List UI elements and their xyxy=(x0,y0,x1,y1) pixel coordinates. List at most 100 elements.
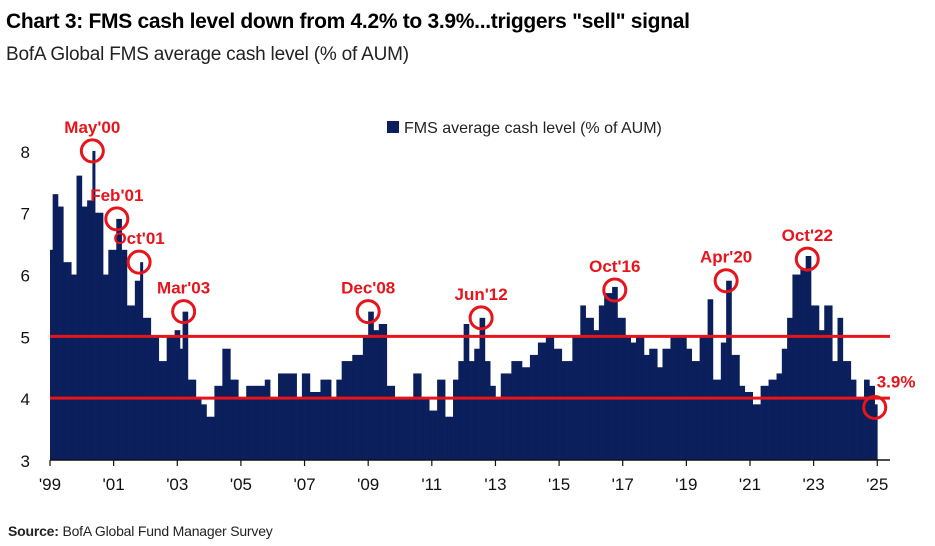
data-bar xyxy=(323,379,327,460)
data-bar xyxy=(333,398,337,460)
data-bar xyxy=(755,404,759,460)
data-bar xyxy=(707,299,711,460)
data-bar xyxy=(402,398,406,460)
y-tick-label: 5 xyxy=(21,328,30,347)
x-tick-label: '07 xyxy=(293,475,315,494)
data-bar xyxy=(463,324,467,460)
data-bar xyxy=(437,379,441,460)
data-bar xyxy=(476,348,480,460)
x-tick-label: '01 xyxy=(103,475,125,494)
data-bar xyxy=(474,348,478,460)
data-bar xyxy=(148,317,152,460)
data-bar xyxy=(588,317,592,460)
annotation-circle-oct22 xyxy=(794,246,820,272)
data-bar xyxy=(726,280,730,460)
data-bar xyxy=(604,293,608,460)
data-bar xyxy=(219,385,223,460)
data-bar xyxy=(657,367,661,460)
page-title: Chart 3: FMS cash level down from 4.2% t… xyxy=(6,10,690,33)
data-bar xyxy=(307,373,311,460)
data-bar xyxy=(413,373,417,460)
x-tick-label: '19 xyxy=(675,475,697,494)
annotation-circle-jun12 xyxy=(468,305,494,331)
data-bar xyxy=(800,268,804,460)
data-bar xyxy=(516,361,520,460)
data-bar xyxy=(301,373,305,460)
data-bar xyxy=(217,385,221,460)
data-bar xyxy=(352,354,356,460)
data-bar xyxy=(757,404,761,460)
data-bar xyxy=(797,274,801,460)
data-bar xyxy=(553,348,557,460)
data-bar xyxy=(582,305,586,460)
data-bar xyxy=(370,311,374,460)
data-bar xyxy=(227,348,231,460)
data-bar xyxy=(580,305,584,460)
data-bar xyxy=(768,379,772,460)
data-bar xyxy=(134,280,138,460)
data-bar xyxy=(765,385,769,460)
data-bar xyxy=(339,379,343,460)
data-bar xyxy=(126,305,130,460)
data-bar xyxy=(354,354,358,460)
data-bar xyxy=(712,379,716,460)
data-bar xyxy=(651,348,655,460)
data-bar xyxy=(376,330,380,460)
data-bar xyxy=(779,373,783,460)
chart-legend: FMS average cash level (% of AUM) xyxy=(387,120,662,137)
data-bar xyxy=(317,392,321,460)
data-bar xyxy=(564,361,568,460)
x-tick-label: '05 xyxy=(230,475,252,494)
data-bar xyxy=(593,330,597,460)
data-bar xyxy=(750,392,753,460)
data-bar xyxy=(781,348,785,460)
data-bar xyxy=(694,361,698,460)
data-bar xyxy=(235,379,239,460)
data-bar xyxy=(487,361,491,460)
data-bar xyxy=(177,330,181,460)
data-bar xyxy=(230,379,234,460)
data-bar xyxy=(803,268,807,460)
data-bar xyxy=(710,299,714,460)
data-bar xyxy=(288,373,292,460)
data-bar xyxy=(646,354,650,460)
data-bar xyxy=(829,305,833,460)
x-tick-label: '17 xyxy=(612,475,634,494)
data-bar xyxy=(543,342,547,460)
data-bar xyxy=(84,206,88,460)
data-bar xyxy=(810,305,814,460)
data-bar xyxy=(76,175,80,460)
data-bar xyxy=(415,373,419,460)
data-bar xyxy=(434,410,438,460)
data-bar xyxy=(105,274,109,460)
data-bar xyxy=(601,305,605,460)
data-bar xyxy=(251,385,255,460)
data-bar xyxy=(278,373,282,460)
data-bar xyxy=(853,379,857,460)
y-tick-label: 7 xyxy=(21,205,30,224)
data-bar xyxy=(866,379,870,460)
data-bar xyxy=(495,398,499,460)
data-bar xyxy=(734,354,738,460)
data-bar xyxy=(57,206,61,460)
data-bar xyxy=(386,385,390,460)
data-bar xyxy=(500,373,504,460)
x-tick-label: '25 xyxy=(866,475,888,494)
source-label: Source: xyxy=(8,523,59,539)
data-bar xyxy=(349,361,353,460)
data-bar xyxy=(535,354,539,460)
data-bar xyxy=(225,348,228,460)
data-bar xyxy=(368,311,372,460)
annotation-label-may00: May'00 xyxy=(64,118,120,137)
data-bar xyxy=(65,262,69,460)
data-bar xyxy=(686,348,690,460)
data-bar xyxy=(389,385,393,460)
source-note: Source: BofA Global Fund Manager Survey xyxy=(8,523,273,539)
annotation-circle-mar03 xyxy=(171,299,197,325)
data-bar xyxy=(315,392,319,460)
data-bar xyxy=(89,200,93,461)
data-bar xyxy=(871,385,875,460)
data-bar xyxy=(521,367,525,460)
data-bar xyxy=(590,317,594,460)
